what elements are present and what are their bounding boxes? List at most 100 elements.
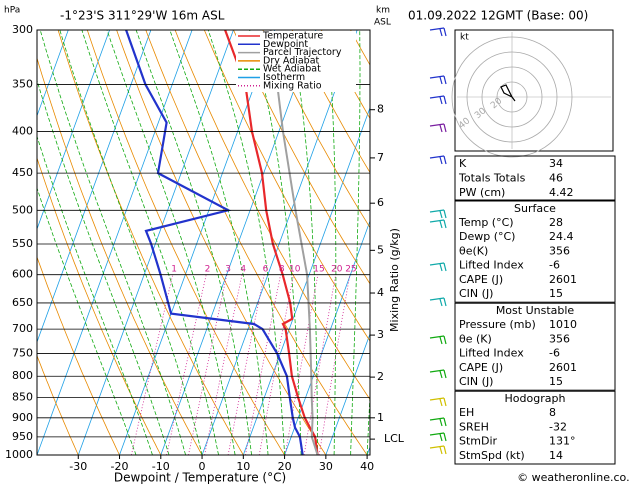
wind-barb xyxy=(439,220,443,229)
km-unit: km xyxy=(376,6,390,16)
index-label: Temp (°C) xyxy=(458,216,514,229)
mixing-ratio-tick-label: 10 xyxy=(289,265,301,275)
wind-barb xyxy=(443,27,447,37)
wind-barb xyxy=(443,123,447,133)
x-tick-label: 30 xyxy=(319,460,333,473)
wind-barb xyxy=(429,397,445,401)
y-tick-label: 850 xyxy=(12,391,33,404)
hodograph-frame xyxy=(454,29,614,152)
index-label: SREH xyxy=(459,420,489,433)
wind-barb xyxy=(443,432,447,442)
table-section xyxy=(454,302,616,391)
mixing-ratio-line xyxy=(245,274,281,455)
index-value: 356 xyxy=(549,244,570,257)
x-tick-label: 10 xyxy=(236,460,250,473)
index-label: θe(K) xyxy=(459,244,488,257)
y-tick-label: 650 xyxy=(12,296,33,309)
dry-adiabat xyxy=(37,56,203,455)
wet-adiabat xyxy=(169,30,269,455)
wind-barb xyxy=(443,75,447,85)
x-tick-label: 0 xyxy=(199,460,206,473)
isotherm xyxy=(37,30,152,344)
wind-barb xyxy=(429,155,445,159)
index-value: -32 xyxy=(549,420,567,433)
index-label: CIN (J) xyxy=(459,375,493,388)
wind-barb xyxy=(439,398,443,407)
y-tick-label: 600 xyxy=(12,268,33,281)
wind-barb xyxy=(429,123,445,127)
wind-barb xyxy=(443,155,447,165)
wet-adiabat xyxy=(59,30,203,455)
wind-barb xyxy=(443,369,447,379)
wind-barb xyxy=(443,209,447,219)
wind-barb xyxy=(439,96,443,105)
wind-barb xyxy=(439,370,443,379)
isotherm xyxy=(201,30,358,455)
index-value: 24.4 xyxy=(549,230,574,243)
wind-barb xyxy=(439,28,443,37)
location: -1°23'S 311°29'W 16m ASL xyxy=(60,9,225,23)
wind-barb xyxy=(429,75,445,79)
mixing-ratio-tick-label: 20 xyxy=(331,265,343,275)
legend-label: Dewpoint xyxy=(263,39,308,50)
mixing-ratio-line xyxy=(303,274,337,455)
wind-barb xyxy=(429,417,445,421)
km-tick-label: 2 xyxy=(377,370,384,383)
x-tick-label: 40 xyxy=(360,460,374,473)
wind-barb xyxy=(443,397,447,407)
y-tick-label: 550 xyxy=(12,237,33,250)
table-box xyxy=(454,155,616,201)
wind-barb xyxy=(443,95,447,105)
y-unit: hPa xyxy=(4,6,20,16)
wind-barb xyxy=(429,297,445,301)
wet-adiabat xyxy=(135,30,252,455)
index-value: 46 xyxy=(549,172,563,185)
km-tick-label: 6 xyxy=(377,196,384,209)
wind-barb xyxy=(439,336,443,345)
y-tick-label: 950 xyxy=(12,430,33,443)
mixing-ratio-tick-label: 4 xyxy=(240,265,246,275)
mixing-ratio-line xyxy=(166,274,207,455)
legend-label: Mixing Ratio xyxy=(263,80,322,91)
wind-barb xyxy=(439,298,443,307)
mixing-ratio-tick-label: 15 xyxy=(313,265,324,275)
wind-barb xyxy=(439,433,443,442)
wind-barb xyxy=(429,27,445,31)
y-tick-label: 300 xyxy=(12,23,33,36)
index-value: 2601 xyxy=(549,361,577,374)
section-title: Surface xyxy=(514,202,556,215)
profile-line xyxy=(125,30,304,455)
index-value: -6 xyxy=(549,259,560,272)
mixing-ratio-line xyxy=(227,274,265,455)
x-tick-label: -10 xyxy=(152,460,170,473)
isotherm xyxy=(37,30,110,231)
wind-barb xyxy=(443,335,447,345)
y-tick-label: 350 xyxy=(12,77,33,90)
index-value: 15 xyxy=(549,287,563,300)
profile-line xyxy=(224,30,319,455)
index-label: PW (cm) xyxy=(459,186,505,199)
wind-barb xyxy=(439,76,443,85)
wind-barb xyxy=(439,156,443,165)
wet-adiabat xyxy=(327,30,337,455)
mixing-ratio-tick-label: 1 xyxy=(171,265,177,275)
x-tick-label: -20 xyxy=(111,460,129,473)
wind-barb xyxy=(429,432,445,436)
wind-barb xyxy=(439,263,443,272)
km-tick-label: 1 xyxy=(377,411,384,424)
dry-adiabat xyxy=(291,30,370,174)
index-value: 131° xyxy=(549,435,576,448)
wind-barb xyxy=(439,210,443,219)
wind-barb xyxy=(429,335,445,339)
index-value: 2601 xyxy=(549,273,577,286)
mixing-ratio-tick-label: 25 xyxy=(345,265,356,275)
index-label: Pressure (mb) xyxy=(459,318,536,331)
wind-barb xyxy=(429,369,445,373)
legend-label: Wet Adiabat xyxy=(263,64,321,75)
wind-barb xyxy=(429,262,445,266)
wind-barb xyxy=(429,95,445,99)
mixing-ratio-tick-label: 6 xyxy=(263,265,269,275)
index-label: θe (K) xyxy=(459,332,492,345)
datetime: 01.09.2022 12GMT (Base: 00) xyxy=(408,9,588,23)
